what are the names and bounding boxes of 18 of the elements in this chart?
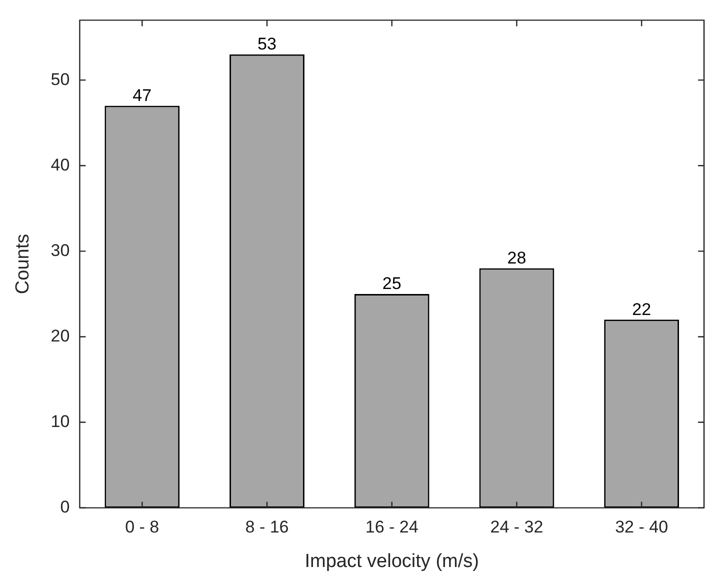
y-tick-label: 40 <box>50 155 70 174</box>
data-label: 22 <box>632 300 652 319</box>
data-label: 25 <box>382 274 402 294</box>
data-label: 28 <box>507 248 526 268</box>
y-tick-label: 0 <box>60 497 70 516</box>
x-tick-label: 0 - 8 <box>125 518 160 537</box>
y-tick-label: 20 <box>50 326 70 346</box>
y-tick-label: 30 <box>50 240 70 260</box>
x-axis-title: Impact velocity (m/s) <box>304 550 479 572</box>
x-tick-label: 8 - 16 <box>245 518 289 537</box>
x-tick-label: 24 - 32 <box>490 518 544 537</box>
data-label: 53 <box>258 34 276 54</box>
y-axis-title: Counts <box>12 234 34 294</box>
x-tick-label: 32 - 40 <box>615 518 668 537</box>
x-tick-label: 16 - 24 <box>365 518 418 537</box>
y-tick-label: 50 <box>50 70 70 89</box>
data-label: 47 <box>132 86 152 105</box>
y-tick-label: 10 <box>50 412 70 431</box>
